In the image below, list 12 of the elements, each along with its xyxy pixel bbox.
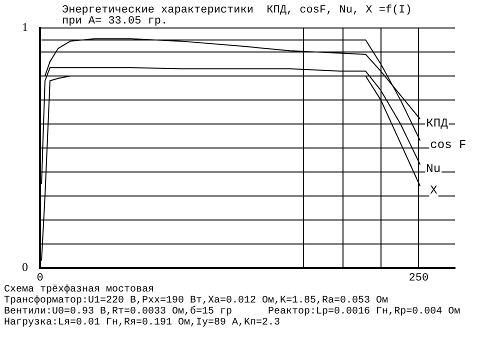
text: Схема трёхфазная мостовая [4,284,154,296]
y-tick-label: 1 [22,20,28,34]
series-label: КПД [426,116,449,130]
x-tick-label: 250 [408,272,429,284]
text: Нагрузка:Lя=0.01 Гн,Rя=0.191 Ом,Iу=89 А,Kп=2.3 [4,318,280,329]
text: Трансформатор:U1=220 В,Pхх=190 Вт,Xa=0.012 Ом,K=1.85,Ra=0.053 Ом [4,294,388,307]
chart-title: Энергетические характеристики КПД, cosF, Nu, X =f(I) [62,4,412,16]
series-label: X [430,183,438,198]
series-label: Nu [426,162,441,176]
chart-subtitle: при A= 33.05 гр. [62,15,168,28]
text: Вентили:U0=0.93 В,Rт=0.0033 Ом,б=15 гр Реактор:Lр=0.0016 Гн,Rр=0.004 Ом [4,306,460,318]
series-label: cos F [430,138,466,152]
